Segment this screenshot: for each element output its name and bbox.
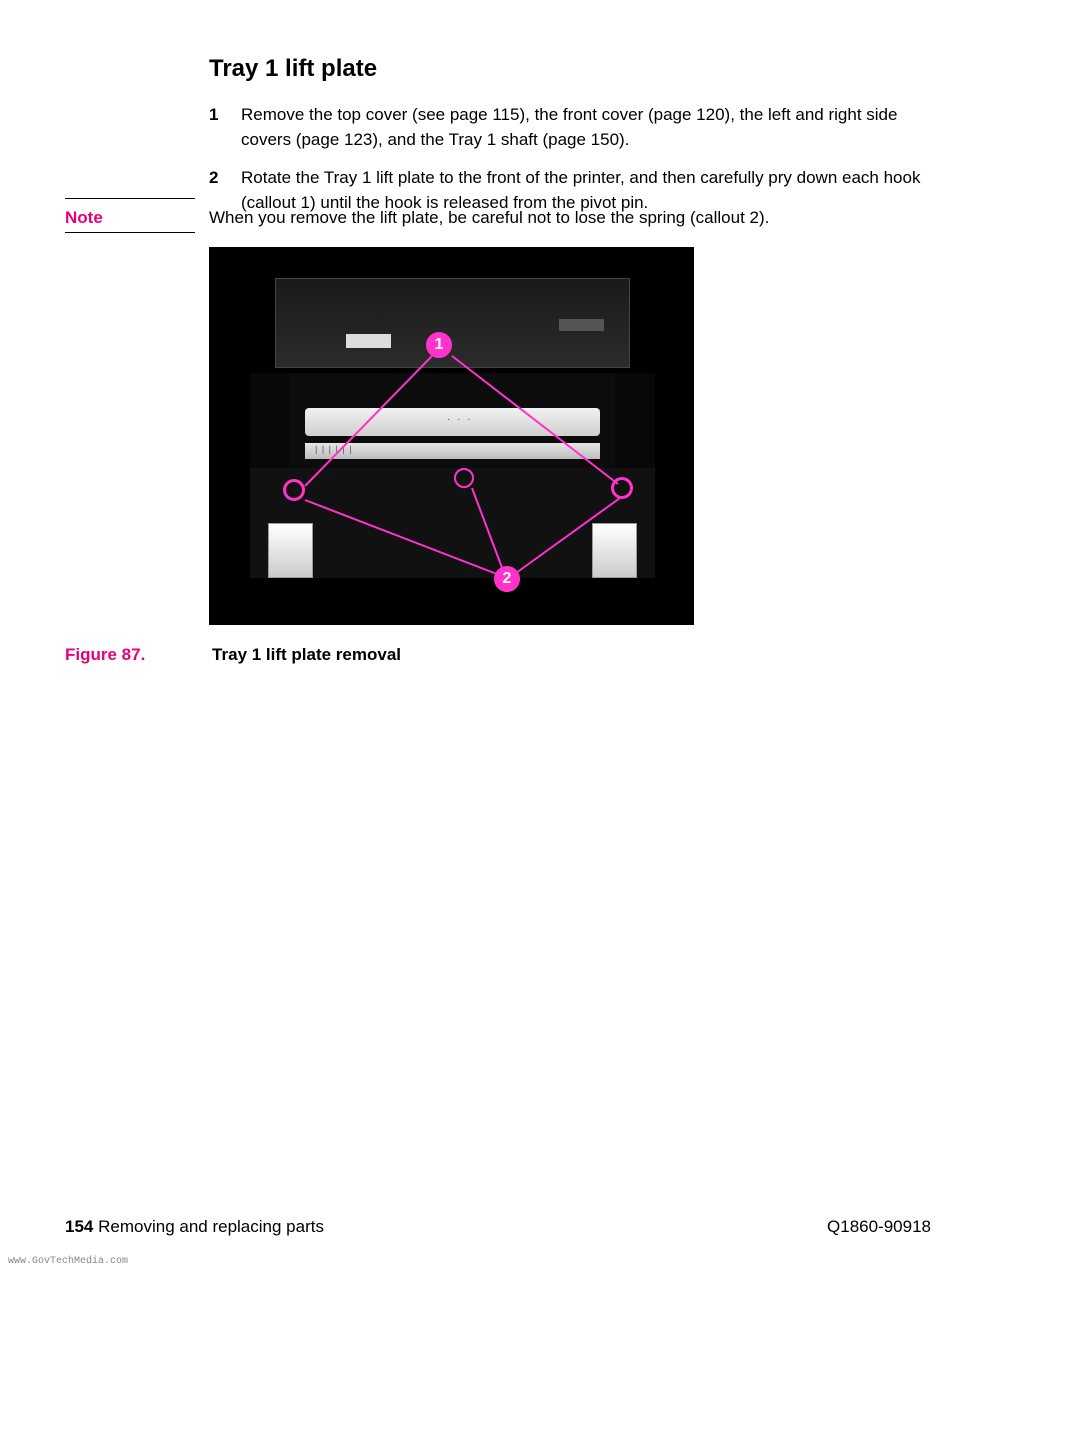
figure-image: · · · | | | | | | 1 2 [209, 247, 694, 625]
strip-text: | | | | | | [315, 444, 353, 454]
footer-section-text: Removing and replacing parts [98, 1217, 324, 1236]
printer-base [250, 468, 655, 578]
note-rule [65, 232, 195, 233]
section-heading: Tray 1 lift plate [209, 55, 931, 83]
note-text: When you remove the lift plate, be caref… [209, 208, 769, 228]
figure-caption: Figure 87. Tray 1 lift plate removal [65, 645, 401, 665]
printer-side [615, 373, 655, 468]
callout-label: 2 [503, 570, 512, 588]
callout-label: 1 [435, 336, 444, 354]
callout-badge-1: 1 [426, 332, 452, 358]
content-column: Tray 1 lift plate 1 Remove the top cover… [209, 55, 931, 230]
printer-foot [268, 523, 313, 578]
step-number: 1 [209, 103, 241, 152]
footer-doc-id: Q1860-90918 [827, 1217, 931, 1237]
figure-label: Figure 87. [65, 645, 145, 664]
callout-badge-2: 2 [494, 566, 520, 592]
callout-ring [611, 477, 633, 499]
step-list: 1 Remove the top cover (see page 115), t… [209, 103, 931, 216]
step-item: 1 Remove the top cover (see page 115), t… [209, 103, 931, 152]
printer-foot [592, 523, 637, 578]
printer-illustration: · · · | | | | | | [250, 278, 655, 588]
printer-roller: · · · [305, 408, 600, 436]
printer-cap [559, 319, 604, 331]
figure-title: Tray 1 lift plate removal [212, 645, 401, 664]
printer-side [250, 373, 290, 468]
callout-ring [454, 468, 474, 488]
printer-top [275, 278, 630, 368]
printer-mid: · · · | | | | | | [250, 373, 655, 468]
printer-strip: | | | | | | [305, 443, 600, 459]
note-label: Note [65, 208, 103, 228]
note-rule [65, 198, 195, 199]
callout-ring [283, 479, 305, 501]
page-number: 154 [65, 1217, 93, 1236]
page: Tray 1 lift plate 1 Remove the top cover… [0, 0, 1080, 1437]
step-text: Remove the top cover (see page 115), the… [241, 103, 931, 152]
printer-label-plate [346, 334, 391, 348]
watermark: www.GovTechMedia.com [8, 1256, 128, 1267]
roller-mark: · · · [447, 414, 473, 425]
page-footer: 154 Removing and replacing parts Q1860-9… [65, 1217, 931, 1237]
footer-left: 154 Removing and replacing parts [65, 1217, 324, 1237]
